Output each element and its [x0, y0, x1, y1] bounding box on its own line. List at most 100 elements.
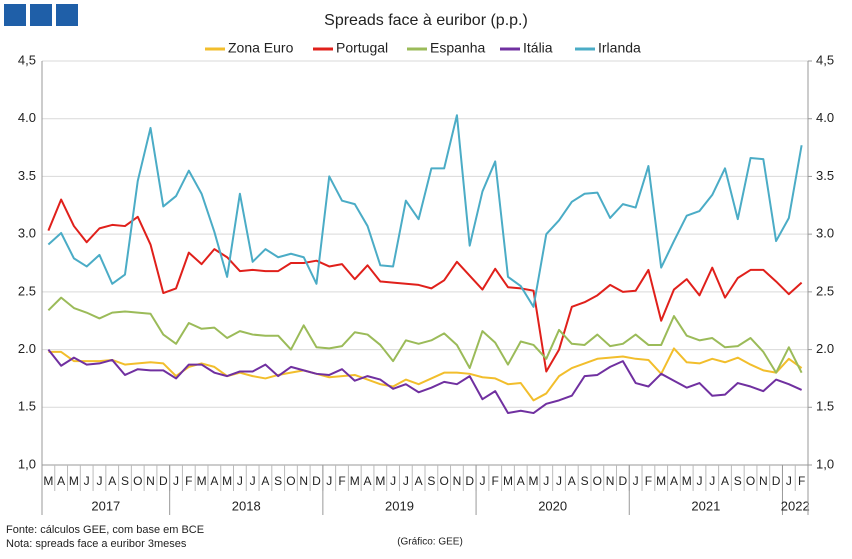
x-tick-label: J — [479, 474, 485, 488]
x-tick-label: J — [786, 474, 792, 488]
y-tick-label: 2.0 — [18, 341, 36, 356]
x-tick-label: D — [772, 474, 781, 488]
x-tick-label: O — [133, 474, 142, 488]
x-tick-label: A — [108, 474, 116, 488]
x-tick-label: J — [633, 474, 639, 488]
x-tick-label: M — [350, 474, 360, 488]
x-tick-label: N — [299, 474, 308, 488]
x-tick-label: J — [696, 474, 702, 488]
y-tick-label: 4.0 — [18, 110, 36, 125]
x-tick-label: J — [709, 474, 715, 488]
x-tick-label: A — [261, 474, 269, 488]
legend-label: Espanha — [430, 40, 485, 56]
x-tick-label: D — [619, 474, 628, 488]
x-tick-label: J — [237, 474, 243, 488]
y2-tick-label: 4.0 — [816, 110, 834, 125]
x-tick-label: A — [568, 474, 576, 488]
x-tick-label: S — [274, 474, 282, 488]
footnote: Fonte: cálculos GEE, com base em BCE — [6, 524, 204, 536]
y-tick-label: 3.0 — [18, 226, 36, 241]
x-tick-label: M — [222, 474, 232, 488]
y2-tick-label: 3.0 — [816, 226, 834, 241]
footnote: Nota: spreads face a euribor 3meses — [6, 538, 187, 550]
x-tick-label: O — [286, 474, 295, 488]
x-tick-label: N — [146, 474, 155, 488]
x-tick-label: O — [593, 474, 602, 488]
x-tick-label: S — [734, 474, 742, 488]
x-tick-label: M — [43, 474, 53, 488]
x-tick-label: A — [415, 474, 423, 488]
chart-title: Spreads face à euribor (p.p.) — [324, 12, 528, 29]
x-tick-label: M — [656, 474, 666, 488]
x-tick-label: J — [556, 474, 562, 488]
legend-label: Irlanda — [598, 40, 641, 56]
x-tick-label: A — [57, 474, 65, 488]
y2-tick-label: 2.0 — [816, 341, 834, 356]
x-tick-label: N — [606, 474, 615, 488]
y2-tick-label: 2.5 — [816, 283, 834, 298]
x-tick-label: F — [798, 474, 805, 488]
y-tick-label: 4,5 — [18, 52, 36, 67]
y2-tick-label: 1.5 — [816, 399, 834, 414]
series-line — [47, 114, 803, 308]
y2-tick-label: 1,0 — [816, 456, 834, 471]
x-tick-label: A — [210, 474, 218, 488]
year-label: 2017 — [91, 498, 120, 513]
y-tick-label: 1.5 — [18, 399, 36, 414]
x-tick-label: A — [721, 474, 729, 488]
x-tick-label: F — [338, 474, 345, 488]
year-label: 2019 — [385, 498, 414, 513]
x-tick-label: A — [670, 474, 678, 488]
x-tick-label: M — [503, 474, 513, 488]
year-label: 2020 — [538, 498, 567, 513]
year-label: 2021 — [691, 498, 720, 513]
logo-block — [30, 4, 52, 26]
x-tick-label: M — [529, 474, 539, 488]
y-tick-label: 3.5 — [18, 168, 36, 183]
legend-label: Zona Euro — [228, 40, 294, 56]
series-line — [47, 296, 803, 374]
y-tick-label: 1,0 — [18, 456, 36, 471]
x-tick-label: S — [121, 474, 129, 488]
x-tick-label: A — [517, 474, 525, 488]
x-tick-label: S — [581, 474, 589, 488]
x-tick-label: J — [390, 474, 396, 488]
x-tick-label: J — [326, 474, 332, 488]
series-line — [48, 347, 803, 402]
y2-tick-label: 3.5 — [816, 168, 834, 183]
x-tick-label: J — [403, 474, 409, 488]
x-tick-label: J — [84, 474, 90, 488]
x-tick-label: O — [439, 474, 448, 488]
logo-block — [56, 4, 78, 26]
x-tick-label: S — [427, 474, 435, 488]
y2-tick-label: 4,5 — [816, 52, 834, 67]
y-tick-label: 2.5 — [18, 283, 36, 298]
series-line — [47, 348, 803, 415]
x-tick-label: F — [645, 474, 652, 488]
x-tick-label: D — [465, 474, 474, 488]
logo-block — [4, 4, 26, 26]
x-tick-label: M — [682, 474, 692, 488]
x-tick-label: O — [746, 474, 755, 488]
series-line — [47, 198, 803, 373]
x-tick-label: N — [453, 474, 462, 488]
x-tick-label: M — [375, 474, 385, 488]
x-tick-label: F — [185, 474, 192, 488]
legend-label: Itália — [523, 40, 553, 56]
x-tick-label: M — [69, 474, 79, 488]
x-tick-label: J — [543, 474, 549, 488]
x-tick-label: D — [312, 474, 321, 488]
x-tick-label: D — [159, 474, 168, 488]
credit: (Gráfico: GEE) — [397, 537, 463, 548]
x-tick-label: N — [759, 474, 768, 488]
year-label: 2018 — [232, 498, 261, 513]
year-label: 2022 — [781, 498, 810, 513]
x-tick-label: A — [364, 474, 372, 488]
x-tick-label: F — [492, 474, 499, 488]
legend-label: Portugal — [336, 40, 388, 56]
x-tick-label: J — [250, 474, 256, 488]
x-tick-label: J — [173, 474, 179, 488]
x-tick-label: J — [96, 474, 102, 488]
x-tick-label: M — [197, 474, 207, 488]
